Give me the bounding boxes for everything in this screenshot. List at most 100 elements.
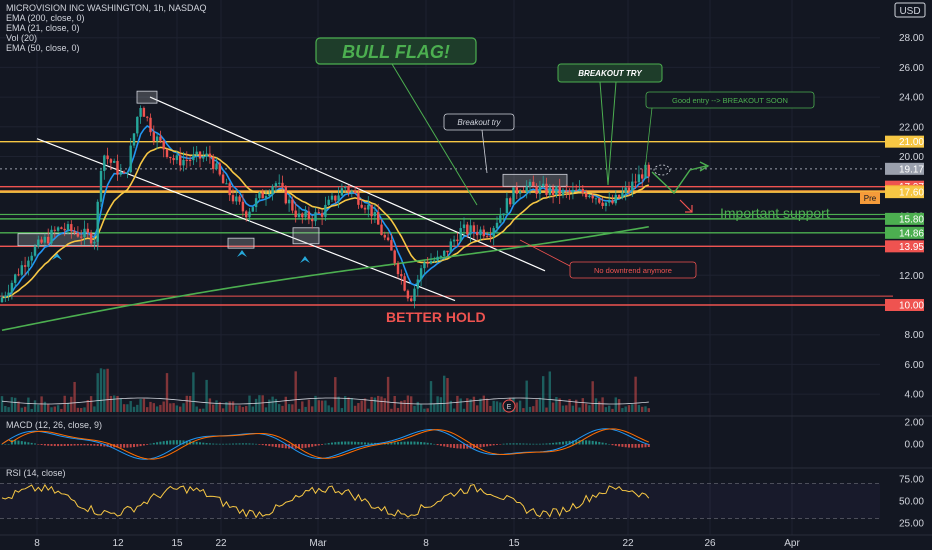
volume-bar <box>466 398 469 412</box>
candle-body <box>565 189 568 191</box>
legend-vol: Vol (20) <box>6 33 37 43</box>
macd-hist <box>298 444 300 449</box>
macd-hist <box>317 444 320 446</box>
candle-body <box>231 195 235 202</box>
macd-hist <box>146 444 149 445</box>
volume-bar <box>479 398 482 412</box>
volume-bar <box>231 401 235 412</box>
candle-body <box>373 212 377 217</box>
candle-body <box>172 157 175 161</box>
volume-bar <box>614 397 617 412</box>
candle-body <box>23 265 27 267</box>
volume-bar <box>314 395 317 412</box>
volume-bar <box>601 397 604 412</box>
projected-path <box>651 165 707 195</box>
volume-bar <box>380 396 383 412</box>
volume-bar <box>301 401 304 412</box>
volume-bar <box>344 396 347 412</box>
candle-body <box>548 187 551 195</box>
macd-hist <box>159 441 162 445</box>
macd-hist <box>344 441 347 445</box>
price-tick-8: 12.00 <box>899 271 924 282</box>
time-tick-9: Apr <box>784 538 800 549</box>
candle-body <box>330 195 334 200</box>
candle-body <box>617 194 621 198</box>
volume-bar <box>429 381 433 412</box>
volume-bar <box>258 395 261 412</box>
volume-bar <box>423 408 426 412</box>
candle-body <box>320 213 324 217</box>
volume-bar <box>159 404 162 412</box>
candle-body <box>307 211 311 220</box>
volume-bar <box>525 380 528 412</box>
volume-bar <box>20 407 23 412</box>
candle-body <box>70 224 73 232</box>
candle-body <box>324 204 327 217</box>
macd-hist <box>591 440 594 445</box>
candle-body <box>522 191 525 193</box>
macd-hist <box>73 444 76 446</box>
candle-body <box>235 196 238 202</box>
volume-bar <box>218 402 221 412</box>
macd-hist <box>466 444 469 449</box>
candle-body <box>472 225 476 232</box>
macd-hist <box>502 443 505 445</box>
volume-bar <box>14 397 17 412</box>
earnings-marker[interactable]: E <box>502 399 516 413</box>
volume-bar <box>334 377 337 412</box>
macd-hist <box>410 441 413 445</box>
macd-hist <box>529 443 531 445</box>
volume-bar <box>532 406 535 412</box>
volume-bar <box>271 396 274 412</box>
volume-bar <box>155 406 159 412</box>
volume-bar <box>555 397 558 412</box>
candle-body <box>429 260 433 264</box>
currency-badge[interactable] <box>894 2 926 18</box>
candle-body <box>76 232 80 237</box>
candle-body <box>278 182 281 184</box>
no-downtrend-text: No downtrend anymore <box>594 266 672 275</box>
candle-body <box>314 212 317 222</box>
macd-hist <box>575 440 578 445</box>
volume-bar <box>43 401 47 412</box>
volume-bar <box>320 400 324 412</box>
level-box-bg-4 <box>885 186 924 199</box>
macd-hist <box>4 444 7 445</box>
candle-body <box>254 198 258 208</box>
candle-body <box>344 186 347 189</box>
macd-hist <box>278 444 281 448</box>
volume-bar <box>608 405 611 412</box>
currency-label: USD <box>899 6 920 17</box>
macd-hist <box>76 444 79 446</box>
candle-body <box>367 204 370 210</box>
macd-hist <box>185 440 188 445</box>
candle-body <box>129 145 132 173</box>
volume-bar <box>340 408 344 412</box>
volume-bar <box>185 395 188 412</box>
volume-bar <box>37 404 40 412</box>
candle-body <box>578 188 581 191</box>
volume-bar <box>80 408 83 412</box>
candle-body <box>505 198 509 214</box>
macd-hist <box>568 440 571 445</box>
macd-hist <box>43 444 46 446</box>
macd-hist <box>354 441 357 445</box>
price-tick-2: 24.00 <box>899 93 924 104</box>
macd-pane <box>0 415 932 460</box>
volume-bar <box>568 399 571 412</box>
macd-hist <box>499 444 502 445</box>
macd-hist <box>621 444 624 447</box>
candle-body <box>476 231 479 236</box>
macd-hist <box>307 444 310 448</box>
macd-hist <box>291 444 294 449</box>
macd-hist <box>624 444 627 448</box>
volume-bar <box>0 396 4 412</box>
macd-hist <box>119 444 122 448</box>
volume-bar <box>245 406 248 412</box>
candle-body <box>337 195 340 201</box>
candle-body <box>297 213 301 218</box>
macd-hist <box>40 444 43 446</box>
volume-bar <box>390 408 393 412</box>
macd-hist <box>284 444 287 449</box>
